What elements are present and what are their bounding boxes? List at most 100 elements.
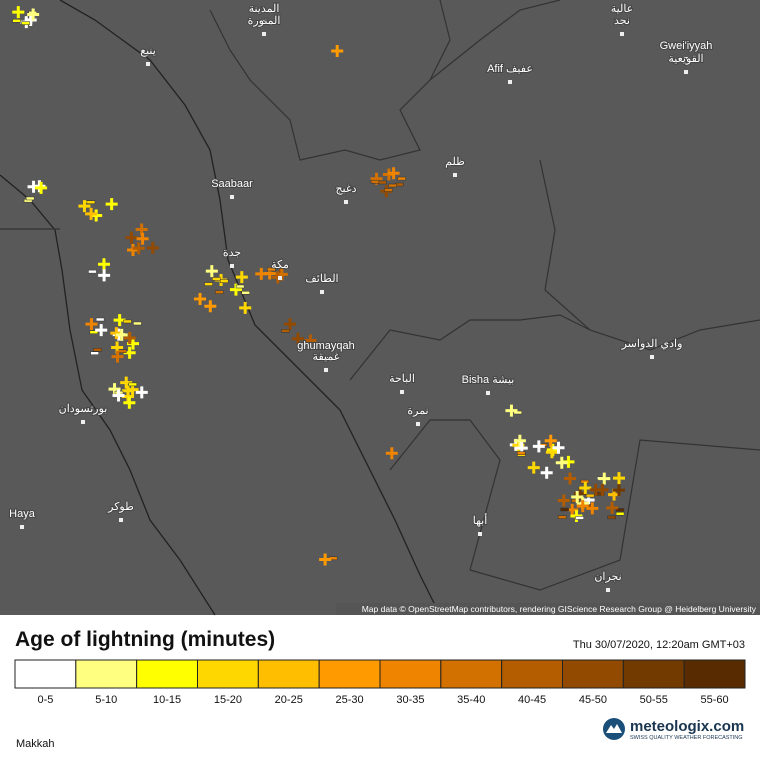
strike-plus: [194, 292, 207, 305]
logo: meteologix.com: [630, 718, 744, 735]
strike-dash: [267, 267, 276, 272]
city-label: Haya: [9, 508, 36, 520]
lightning-strike: [378, 180, 387, 185]
lightning-strike: [12, 19, 21, 23]
lightning-strike: [123, 331, 136, 344]
lightning-strike: [384, 188, 393, 192]
lightning-strike: [388, 183, 397, 188]
lightning-strike: [239, 301, 252, 314]
strike-dash: [123, 319, 132, 324]
strike-plus: [123, 396, 136, 409]
city-label: ghumayqah: [297, 340, 355, 352]
strike-dash: [585, 493, 595, 498]
strike-plus: [552, 441, 565, 454]
strike-plus: [35, 181, 48, 194]
strike-plus: [532, 440, 545, 453]
strike-plus: [239, 301, 252, 314]
lightning-strike: [25, 196, 35, 201]
city-dot: [20, 525, 24, 529]
lightning-strike: [85, 207, 98, 220]
strike-plus: [111, 350, 124, 363]
strike-dash: [133, 321, 142, 326]
lightning-strike: [267, 267, 276, 272]
strike-plus: [105, 198, 118, 211]
strike-dash: [571, 498, 580, 503]
strike-dash: [557, 515, 567, 519]
city-label: طوكر: [107, 501, 134, 513]
legend-title: Age of lightning (minutes): [15, 628, 275, 651]
lightning-strike: [555, 456, 568, 469]
strike-plus: [125, 231, 138, 244]
strike-plus: [570, 509, 583, 522]
strike-plus: [235, 271, 248, 284]
legend-swatch: [136, 659, 199, 689]
strike-plus: [12, 6, 25, 19]
lightning-strike: [235, 284, 245, 289]
strike-plus: [545, 446, 558, 459]
lightning-strike: [615, 511, 625, 516]
strike-plus: [291, 332, 304, 345]
city-label: ينبع: [140, 45, 156, 57]
strike-plus: [304, 334, 317, 347]
city-label: دغبج: [335, 183, 356, 195]
city-dot: [606, 588, 610, 592]
strike-dash: [397, 176, 406, 181]
strike-plus: [135, 386, 148, 399]
lightning-strike: [105, 198, 118, 211]
strike-dash: [219, 279, 229, 283]
strike-plus: [85, 207, 98, 220]
strike-plus: [555, 456, 568, 469]
lightning-strike: [212, 277, 221, 281]
lightning-strike: [513, 434, 526, 447]
lightning-strike: [564, 472, 577, 485]
lightning-strike: [576, 500, 589, 513]
city-dot: [262, 32, 266, 36]
lightning-strike: [575, 516, 584, 520]
lightning-strike: [571, 490, 584, 503]
lightning-strike: [552, 441, 565, 454]
lightning-strike: [571, 498, 580, 503]
legend-swatch: [318, 659, 381, 689]
lightning-strike: [194, 292, 207, 305]
city-label: المنورة: [248, 15, 281, 27]
strike-plus: [505, 404, 518, 417]
logo-icon: [603, 718, 625, 740]
city-dot: [119, 518, 123, 522]
city-dot: [620, 20, 624, 24]
timestamp: Thu 30/07/2020, 12:20am GMT+03: [573, 639, 745, 651]
strike-dash: [90, 351, 99, 355]
lightning-strike: [95, 317, 105, 322]
lightning-strike: [281, 329, 290, 333]
lightning-strike: [385, 447, 398, 460]
strike-plus: [564, 472, 577, 485]
strike-dash: [88, 269, 97, 274]
city-dot: [650, 355, 654, 359]
city-dot: [486, 391, 490, 395]
legend-colorbar: [14, 659, 746, 689]
attribution-bg: [336, 603, 760, 615]
lightning-strike: [24, 14, 37, 27]
legend-swatch: [440, 659, 503, 689]
lightning-strike: [606, 501, 619, 514]
city-label: الطائف: [305, 273, 338, 285]
strike-dash: [128, 382, 138, 387]
city-label: وادي الدواسر: [621, 338, 683, 350]
lightning-strike: [133, 321, 142, 326]
lightning-strike: [513, 410, 523, 415]
lightning-strike: [570, 509, 583, 522]
strike-plus: [557, 494, 570, 507]
strike-plus: [122, 384, 135, 397]
lightning-strike: [27, 8, 40, 21]
lightning-strike: [291, 332, 304, 345]
legend-swatch: [14, 659, 77, 689]
lightning-strike: [86, 200, 96, 204]
lightning-strike: [85, 318, 98, 331]
lightning-strike: [585, 493, 595, 498]
city-dot: [416, 422, 420, 426]
lightning-strike: [612, 484, 625, 497]
strike-plus: [27, 8, 40, 21]
attribution: Map data © OpenStreetMap contributors, r…: [362, 604, 757, 614]
city-label: المدينة: [249, 3, 280, 15]
lightning-strike: [241, 290, 250, 295]
strike-dash: [370, 179, 380, 184]
